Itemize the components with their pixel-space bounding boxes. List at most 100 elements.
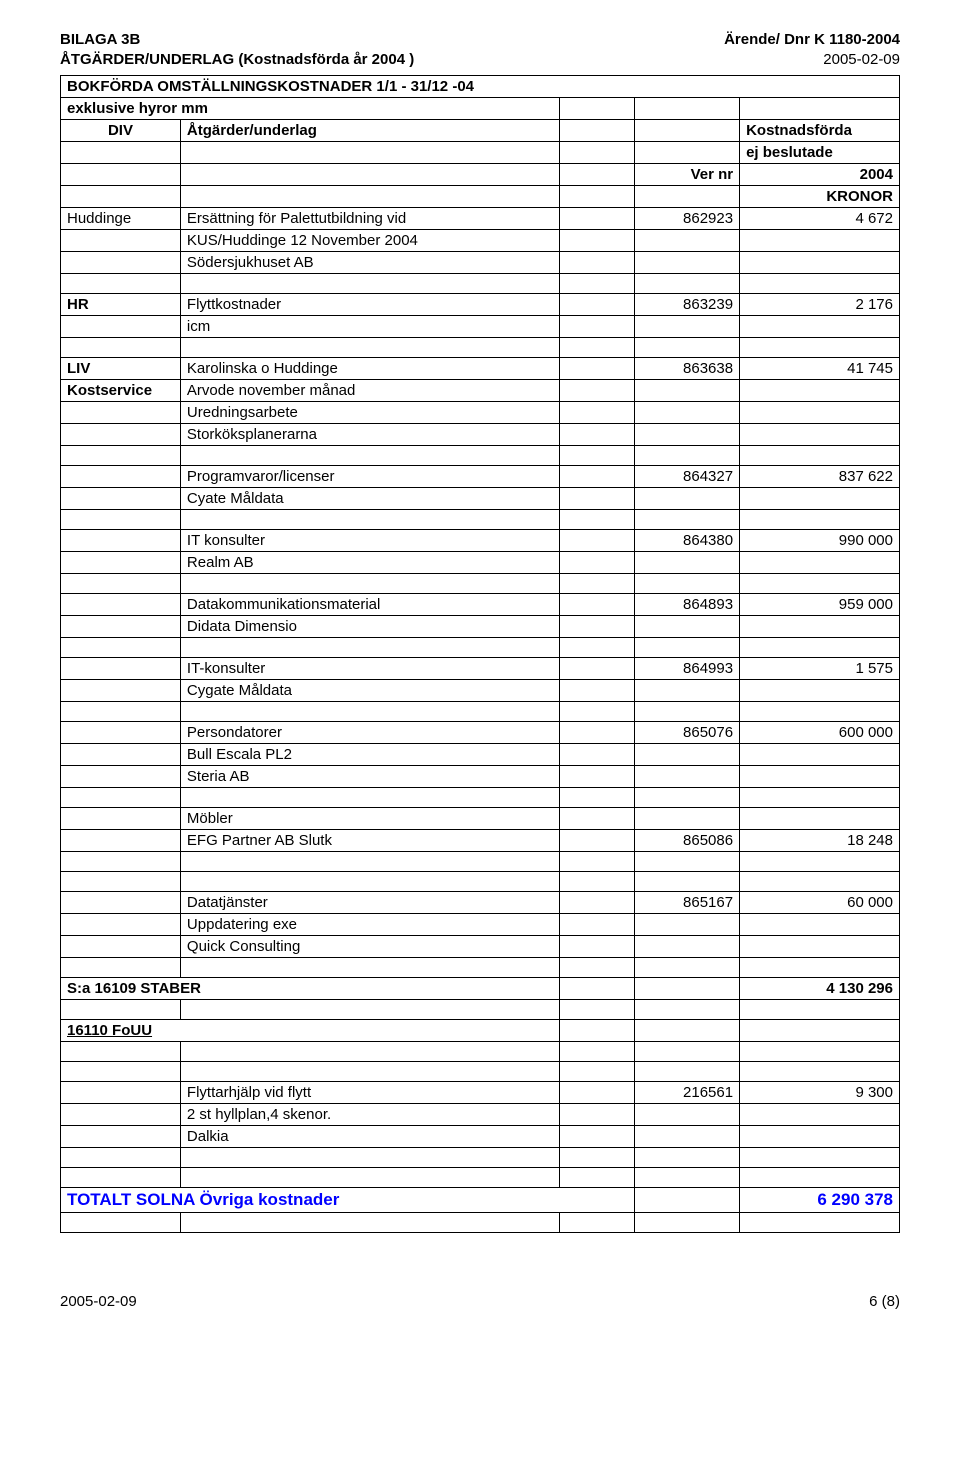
col-div: DIV	[61, 119, 181, 141]
cell: Steria AB	[180, 765, 559, 787]
fouu-label: 16110 FoUU	[61, 1019, 560, 1041]
cell: Programvaror/licenser	[180, 465, 559, 487]
table-row: icm	[61, 315, 900, 337]
cell: 837 622	[740, 465, 900, 487]
cell: Datakommunikationsmaterial	[180, 593, 559, 615]
total-row: TOTALT SOLNA Övriga kostnader 6 290 378	[61, 1187, 900, 1212]
cell: 41 745	[740, 357, 900, 379]
cell: LIV	[61, 357, 181, 379]
cell: 959 000	[740, 593, 900, 615]
cell: Cygate Måldata	[180, 679, 559, 701]
table-row: Storköksplanerarna	[61, 423, 900, 445]
table-row	[61, 871, 900, 891]
col-ver-nr: Ver nr	[635, 163, 740, 185]
table-row	[61, 1212, 900, 1232]
page-footer: 2005-02-09 6 (8)	[60, 1293, 900, 1310]
cell: 990 000	[740, 529, 900, 551]
header-right-line1: Ärende/ Dnr K 1180-2004	[724, 30, 900, 50]
fouu-row: 16110 FoUU	[61, 1019, 900, 1041]
title2: exklusive hyror mm	[61, 97, 560, 119]
cell: Dalkia	[180, 1125, 559, 1147]
col-ej-beslutade: ej beslutade	[740, 141, 900, 163]
title-row-1: BOKFÖRDA OMSTÄLLNINGSKOSTNADER 1/1 - 31/…	[61, 75, 900, 97]
table-row: Datakommunikationsmaterial 864893959 000	[61, 593, 900, 615]
footer-date: 2005-02-09	[60, 1293, 137, 1310]
table-row	[61, 509, 900, 529]
cell: Persondatorer	[180, 721, 559, 743]
table-row: IT-konsulter8649931 575	[61, 657, 900, 679]
cell: Kostservice	[61, 379, 181, 401]
cell: 18 248	[740, 829, 900, 851]
cell: Datatjänster	[180, 891, 559, 913]
table-row: Dalkia	[61, 1125, 900, 1147]
cell: 60 000	[740, 891, 900, 913]
col-kronor: KRONOR	[740, 185, 900, 207]
cell: 865076	[635, 721, 740, 743]
cell: 864993	[635, 657, 740, 679]
table-row: Flyttarhjälp vid flytt2165619 300	[61, 1081, 900, 1103]
cell: 863239	[635, 293, 740, 315]
table-row	[61, 1147, 900, 1167]
header-left-line2: ÅTGÄRDER/UNDERLAG (Kostnadsförda år 2004…	[60, 50, 414, 70]
table-row	[61, 851, 900, 871]
header-left: BILAGA 3B ÅTGÄRDER/UNDERLAG (Kostnadsför…	[60, 30, 414, 71]
title1: BOKFÖRDA OMSTÄLLNINGSKOSTNADER 1/1 - 31/…	[61, 75, 900, 97]
table-row: LIVKarolinska o Huddinge86363841 745	[61, 357, 900, 379]
table-row	[61, 273, 900, 293]
header-row-kronor: KRONOR	[61, 185, 900, 207]
cell: EFG Partner AB Slutk	[180, 829, 559, 851]
table-row: Datatjänster86516760 000	[61, 891, 900, 913]
cell: 4 672	[740, 207, 900, 229]
cell: IT konsulter	[180, 529, 559, 551]
table-row: Möbler	[61, 807, 900, 829]
table-row: Bull Escala PL2	[61, 743, 900, 765]
subtotal-value: 4 130 296	[740, 977, 900, 999]
cell: Ersättning för Palettutbildning vid	[180, 207, 559, 229]
cell: 862923	[635, 207, 740, 229]
total-value: 6 290 378	[740, 1187, 900, 1212]
table-row	[61, 1041, 900, 1061]
cell: Flyttkostnader	[180, 293, 559, 315]
table-row	[61, 337, 900, 357]
table-row: Steria AB	[61, 765, 900, 787]
table-row	[61, 573, 900, 593]
cell: Didata Dimensio	[180, 615, 559, 637]
page-header: BILAGA 3B ÅTGÄRDER/UNDERLAG (Kostnadsför…	[60, 30, 900, 71]
table-row	[61, 999, 900, 1019]
subtotal-row: S:a 16109 STABER 4 130 296	[61, 977, 900, 999]
title-row-2: exklusive hyror mm	[61, 97, 900, 119]
table-row: 2 st hyllplan,4 skenor.	[61, 1103, 900, 1125]
table-row: IT konsulter 864380990 000	[61, 529, 900, 551]
cell: 864380	[635, 529, 740, 551]
table-row: HuddingeErsättning för Palettutbildning …	[61, 207, 900, 229]
cell: Arvode november månad	[180, 379, 559, 401]
header-row-div: DIV Åtgärder/underlag Kostnadsförda	[61, 119, 900, 141]
cell: 864327	[635, 465, 740, 487]
cell: 216561	[635, 1081, 740, 1103]
cell: 1 575	[740, 657, 900, 679]
table-row	[61, 957, 900, 977]
table-row: Didata Dimensio	[61, 615, 900, 637]
table-row	[61, 701, 900, 721]
table-row: Uredningsarbete	[61, 401, 900, 423]
table-row: KostserviceArvode november månad	[61, 379, 900, 401]
cell: Storköksplanerarna	[180, 423, 559, 445]
col-kostnadsforda: Kostnadsförda	[740, 119, 900, 141]
page: BILAGA 3B ÅTGÄRDER/UNDERLAG (Kostnadsför…	[0, 0, 960, 1350]
table-row: Uppdatering exe	[61, 913, 900, 935]
table-row: Quick Consulting	[61, 935, 900, 957]
header-right-line2: 2005-02-09	[724, 50, 900, 70]
table-row	[61, 637, 900, 657]
cell: 864893	[635, 593, 740, 615]
cell: Karolinska o Huddinge	[180, 357, 559, 379]
table-row: Södersjukhuset AB	[61, 251, 900, 273]
table-row	[61, 1167, 900, 1187]
subtotal-label: S:a 16109 STABER	[61, 977, 560, 999]
header-row-ver: Ver nr 2004	[61, 163, 900, 185]
table-row	[61, 787, 900, 807]
cell: 9 300	[740, 1081, 900, 1103]
footer-page: 6 (8)	[869, 1293, 900, 1310]
table-row: Cyate Måldata	[61, 487, 900, 509]
col-year: 2004	[740, 163, 900, 185]
total-label: TOTALT SOLNA Övriga kostnader	[61, 1187, 635, 1212]
